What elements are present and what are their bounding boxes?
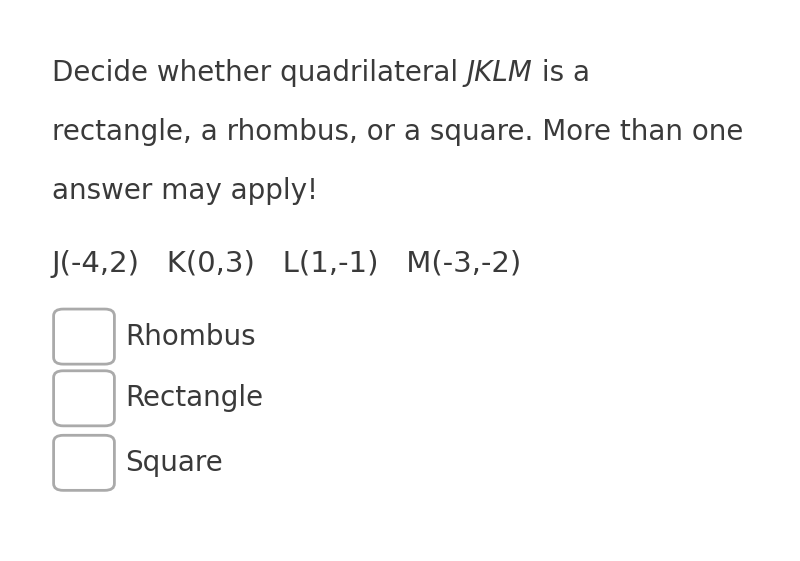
Text: Square: Square bbox=[125, 449, 222, 477]
Text: Rhombus: Rhombus bbox=[125, 323, 255, 351]
Text: Decide whether quadrilateral: Decide whether quadrilateral bbox=[52, 59, 467, 87]
Text: JKLM: JKLM bbox=[467, 59, 533, 87]
Text: answer may apply!: answer may apply! bbox=[52, 177, 318, 205]
Text: J(-4,2)   K(0,3)   L(1,-1)   M(-3,-2): J(-4,2) K(0,3) L(1,-1) M(-3,-2) bbox=[52, 250, 522, 278]
Text: rectangle, a rhombus, or a square. More than one: rectangle, a rhombus, or a square. More … bbox=[52, 118, 743, 146]
Text: is a: is a bbox=[533, 59, 590, 87]
Text: Rectangle: Rectangle bbox=[125, 384, 263, 412]
